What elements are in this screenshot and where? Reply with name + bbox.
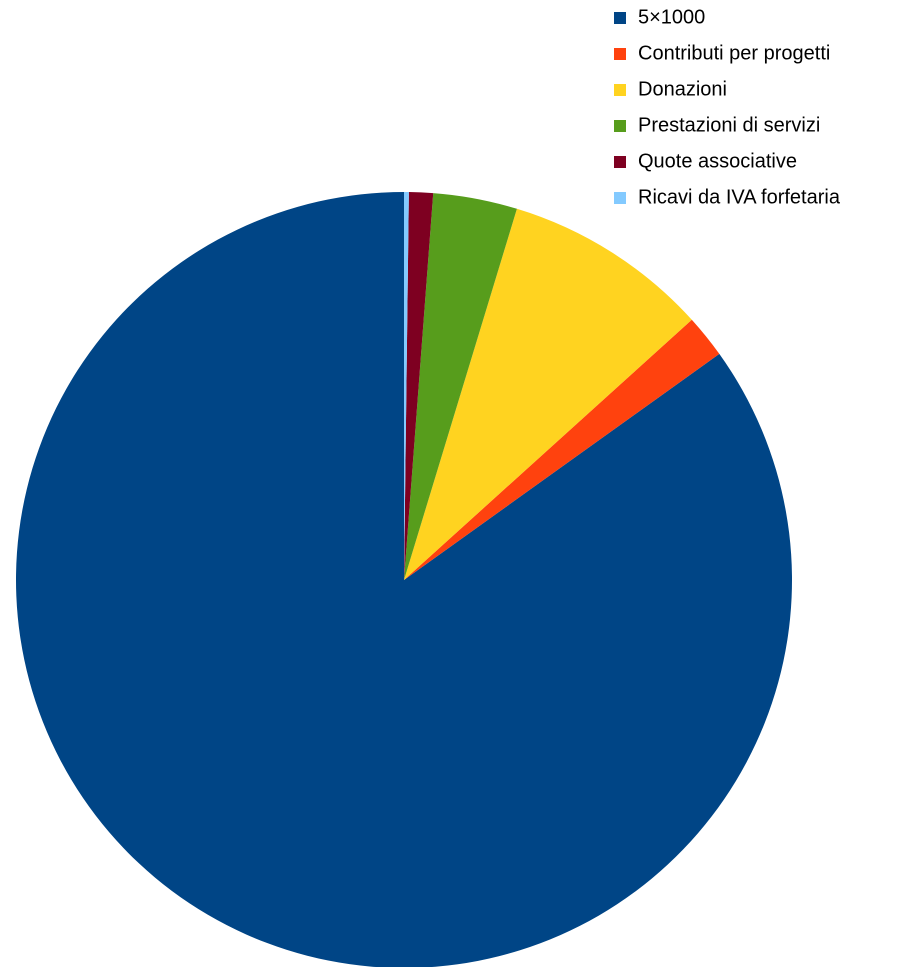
pie-slice — [404, 192, 409, 580]
legend-swatch — [614, 48, 626, 60]
pie-slice — [404, 319, 720, 580]
pie-slice — [404, 193, 517, 580]
pie-slice — [404, 208, 692, 581]
legend-label: Quote associative — [638, 150, 797, 172]
legend-label: Donazioni — [638, 78, 727, 100]
legend-label: 5×1000 — [638, 6, 705, 28]
legend-swatch — [614, 84, 626, 96]
legend-swatch — [614, 12, 626, 24]
legend-swatch — [614, 192, 626, 204]
legend-swatch — [614, 156, 626, 168]
legend-label: Prestazioni di servizi — [638, 114, 820, 136]
legend-swatch — [614, 120, 626, 132]
legend-label: Ricavi da IVA forfetaria — [638, 186, 841, 208]
pie-slice — [16, 192, 792, 967]
legend-label: Contributi per progetti — [638, 42, 830, 64]
pie-slice — [404, 192, 434, 580]
